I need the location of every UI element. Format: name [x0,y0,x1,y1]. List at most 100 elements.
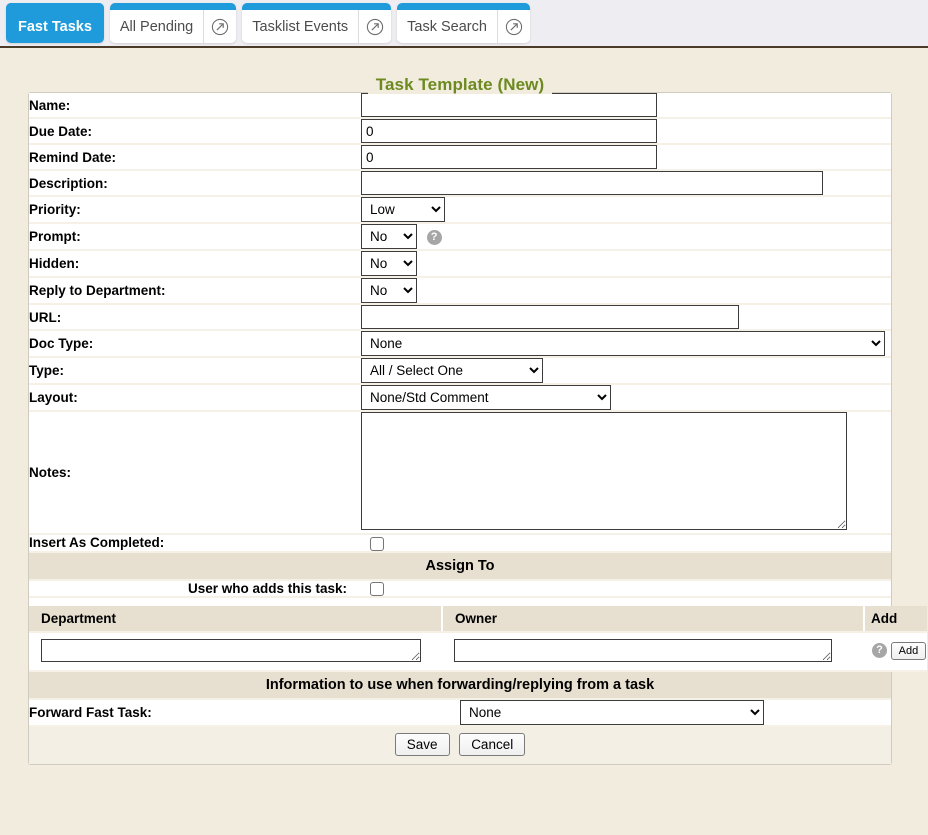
task-template-table: Name: Due Date: Remind Date: Description… [29,93,891,607]
tab-accent-bar [109,3,237,10]
external-link-icon[interactable] [496,3,530,43]
label-user-who-adds-this-task: User who adds this task: [29,579,361,599]
label-url: URL: [29,304,361,331]
label-remind-date: Remind Date: [29,144,361,171]
page-title: Task Template (New) [29,75,891,95]
tab-label: Task Search [407,18,487,35]
section-assign-to-title: Assign To [29,551,891,581]
table-row-user-who-adds: User who adds this task: [29,579,891,599]
form-actions: Save Cancel [29,726,891,765]
value-reply-to-department: No [361,277,891,305]
notes-textarea[interactable] [361,412,847,530]
doc-type-select[interactable]: None [361,331,885,356]
label-due-date: Due Date: [29,118,361,145]
user-who-adds-this-task-checkbox[interactable] [370,582,384,597]
label-type: Type: [29,357,361,385]
tab-all-pending[interactable]: All Pending [109,3,237,43]
hidden-select[interactable]: No [361,251,417,276]
value-due-date [361,118,891,145]
forwarding-table: Information to use when forwarding/reply… [29,672,891,765]
label-notes: Notes: [29,411,361,535]
url-input[interactable] [361,305,739,329]
label-forward-fast-task: Forward Fast Task: [29,699,460,728]
department-input[interactable] [41,639,421,663]
table-row-description: Description: [29,170,891,197]
label-reply-to-department: Reply to Department: [29,277,361,305]
value-prompt: No ? [361,223,891,251]
label-doc-type: Doc Type: [29,330,361,358]
value-notes [361,411,891,535]
table-row-name: Name: [29,93,891,119]
table-row-notes: Notes: [29,411,891,535]
type-select[interactable]: All / Select One [361,358,543,383]
priority-select[interactable]: Low [361,197,445,222]
table-row-hidden: Hidden: No [29,250,891,278]
help-icon-prompt[interactable]: ? [426,230,442,246]
value-url [361,304,891,331]
external-link-icon[interactable] [203,3,236,43]
assignment-header-row: Department Owner Add [29,606,927,634]
value-doc-type: None [361,330,891,358]
help-icon-assignment[interactable]: ? [872,642,887,658]
assignment-table: Department Owner Add ? Add [29,606,927,673]
tab-accent-bar [397,3,530,10]
insert-as-completed-checkbox[interactable] [370,536,384,551]
remind-date-input[interactable] [361,145,657,169]
label-layout: Layout: [29,384,361,412]
cell-department [29,632,442,673]
owner-input[interactable] [454,639,832,663]
value-insert-as-completed [361,534,891,553]
cancel-button[interactable]: Cancel [459,733,526,757]
label-insert-as-completed: Insert As Completed: [29,534,361,553]
value-user-who-adds-this-task [361,579,891,599]
tab-fast-tasks[interactable]: Fast Tasks [6,3,104,43]
value-description [361,170,891,197]
value-type: All / Select One [361,357,891,385]
table-row-priority: Priority: Low [29,196,891,224]
label-priority: Priority: [29,196,361,224]
tab-label: Tasklist Events [252,18,349,35]
name-input[interactable] [361,93,657,117]
add-assignment-button[interactable]: Add [890,641,927,660]
tab-label: Fast Tasks [18,18,92,35]
tab-task-search[interactable]: Task Search [397,3,530,43]
table-row-doc-type: Doc Type: None [29,330,891,358]
page-title-text: Task Template (New) [367,75,553,94]
value-priority: Low [361,196,891,224]
table-row-type: Type: All / Select One [29,357,891,385]
tab-tasklist-events[interactable]: Tasklist Events [242,3,392,43]
value-layout: None/Std Comment [361,384,891,412]
prompt-select[interactable]: No [361,224,417,249]
label-hidden: Hidden: [29,250,361,278]
due-date-input[interactable] [361,119,657,143]
value-remind-date [361,144,891,171]
column-header-add: Add [864,606,927,634]
table-row-insert-as-completed: Insert As Completed: [29,534,891,553]
external-link-icon[interactable] [358,3,391,43]
layout-select[interactable]: None/Std Comment [361,385,611,410]
tab-label: All Pending [119,18,194,35]
tab-accent-bar [6,3,104,10]
description-input[interactable] [361,171,823,195]
table-row-remind-date: Remind Date: [29,144,891,171]
column-header-department: Department [29,606,443,634]
value-hidden: No [361,250,891,278]
column-header-owner: Owner [442,606,865,634]
page-body: Task Template (New) Name: Due Date: Remi… [0,48,928,835]
save-button[interactable]: Save [394,733,450,757]
task-template-form: Task Template (New) Name: Due Date: Remi… [28,75,927,766]
form-actions-row: Save Cancel [29,726,891,765]
value-name [361,93,891,119]
reply-to-department-select[interactable]: No [361,278,417,303]
forward-fast-task-select[interactable]: None [460,700,764,726]
section-assign-to: Assign To [29,551,891,581]
top-tab-bar: Fast Tasks All Pending Tasklist Events T… [0,0,928,48]
table-row-prompt: Prompt: No ? [29,223,891,251]
label-name: Name: [29,93,361,119]
spacer-row [29,597,891,607]
value-forward-fast-task: None [460,699,891,728]
cell-owner [442,632,864,673]
label-prompt: Prompt: [29,223,361,251]
assignment-table-row: ? Add [29,632,927,673]
table-row-url: URL: [29,304,891,331]
